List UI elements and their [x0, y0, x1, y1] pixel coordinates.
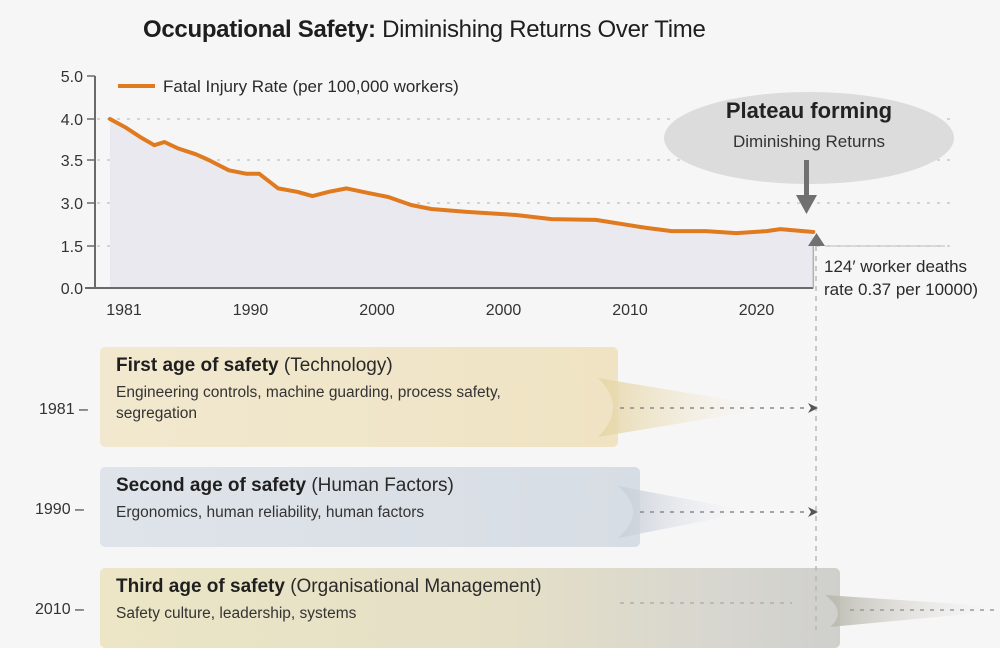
age-heading: Second age of safety (Human Factors) [116, 475, 624, 497]
age-qualifier: (Human Factors) [311, 475, 454, 496]
y-tick-label: 3.0 [61, 196, 83, 213]
age-year-label: 1990 – [35, 501, 84, 518]
age-title: First age of safety [116, 355, 279, 376]
age-flow-arrow-second [618, 486, 818, 538]
arrowhead-icon [808, 403, 818, 413]
plateau-callout-title: Plateau forming [726, 98, 892, 123]
age-panel-second: Second age of safety (Human Factors) Erg… [100, 467, 640, 547]
age-flow-arrow-third [620, 595, 995, 627]
chart-title-regular: Diminishing Returns Over Time [382, 16, 706, 43]
ticks-layer: 0.0 1.5 3.0 3.5 4.0 5.0 1981 1990 2000 2000 2010 20… [61, 69, 775, 319]
axes-layer [85, 76, 815, 289]
age-heading: Third age of safety (Organisational Mana… [116, 576, 824, 598]
x-tick-label: 2000 [359, 302, 395, 319]
age-year-label: 1981 – [39, 401, 88, 418]
x-tick-label: 2010 [612, 302, 648, 319]
y-tick-label: 0.0 [61, 281, 83, 298]
age-panel-third: Third age of safety (Organisational Mana… [100, 568, 840, 648]
down-arrow-icon [796, 160, 817, 214]
y-tick-label: 5.0 [61, 69, 83, 86]
series-area [110, 119, 814, 288]
plateau-callout-subtitle: Diminishing Returns [733, 132, 885, 151]
age-qualifier: (Organisational Management) [290, 576, 542, 597]
legend-label: Fatal Injury Rate (per 100,000 workers) [163, 77, 459, 96]
age-panel-first: First age of safety (Technology) Enginee… [100, 347, 618, 447]
age-flow-arrow-first [598, 378, 818, 437]
plateau-callout-bubble [664, 92, 954, 184]
deaths-note-line1: 124′ worker deaths [824, 257, 967, 276]
arrowhead-icon [808, 507, 818, 517]
age-description: Safety culture, leadership, systems [116, 605, 357, 622]
chart-title-bold: Occupational Safety: [143, 16, 376, 43]
age-title: Second age of safety [116, 475, 307, 496]
up-arrow-icon [808, 233, 825, 246]
age-title: Third age of safety [116, 576, 285, 597]
y-tick-label: 4.0 [61, 112, 83, 129]
x-tick-label: 1990 [233, 302, 269, 319]
age-description: Engineering controls, machine guarding, … [116, 384, 501, 422]
x-tick-label: 2020 [739, 302, 775, 319]
y-tick-label: 1.5 [61, 239, 83, 256]
y-tick-label: 3.5 [61, 153, 83, 170]
age-heading: First age of safety (Technology) [116, 355, 602, 377]
series-line [108, 117, 816, 236]
age-description: Ergonomics, human reliability, human fac… [116, 504, 425, 521]
age-year-label: 2010 – [35, 601, 84, 618]
deaths-note-line2: rate 0.37 per 10000) [824, 280, 978, 299]
age-qualifier: (Technology) [283, 355, 393, 376]
x-tick-label: 2000 [486, 302, 522, 319]
chart-title: Occupational Safety: Diminishing Returns… [143, 16, 706, 44]
x-tick-label: 1981 [106, 302, 142, 319]
